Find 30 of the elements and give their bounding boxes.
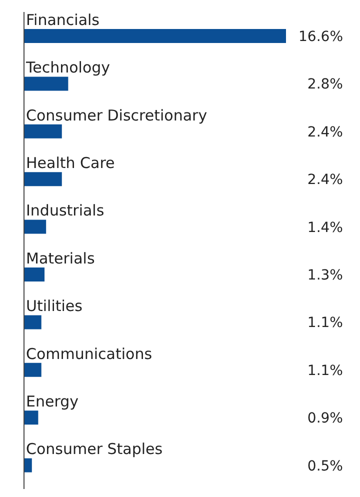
bar [24, 220, 46, 234]
y-tick-label: Materials [26, 249, 95, 268]
y-tick-label: Health Care [26, 154, 115, 172]
data-label: 2.8% [307, 76, 343, 93]
data-label: 16.6% [298, 29, 343, 45]
bar [24, 410, 38, 425]
data-label: 1.1% [307, 315, 343, 332]
y-tick-label: Energy [26, 392, 79, 410]
data-label: 1.1% [307, 362, 343, 379]
bar [24, 315, 42, 330]
y-tick-label: Utilities [26, 297, 83, 316]
bar [24, 76, 68, 91]
data-label: 2.4% [307, 124, 343, 140]
bar [24, 362, 42, 377]
bar [24, 458, 32, 472]
y-tick-label: Consumer Discretionary [26, 106, 208, 124]
data-label: 2.4% [307, 172, 343, 188]
y-tick-label: Technology [25, 58, 110, 77]
data-label: 1.3% [307, 268, 343, 284]
data-label: 1.4% [307, 220, 343, 236]
data-label: 0.5% [307, 458, 343, 474]
y-tick-label: Industrials [26, 202, 104, 220]
y-tick-label: Financials [26, 10, 100, 29]
y-tick-label: Communications [26, 344, 152, 363]
bar [24, 124, 62, 138]
bar [24, 29, 286, 43]
y-tick-label: Consumer Staples [26, 440, 163, 458]
bar [24, 268, 45, 282]
bar [24, 172, 62, 186]
data-label: 0.9% [307, 410, 343, 427]
